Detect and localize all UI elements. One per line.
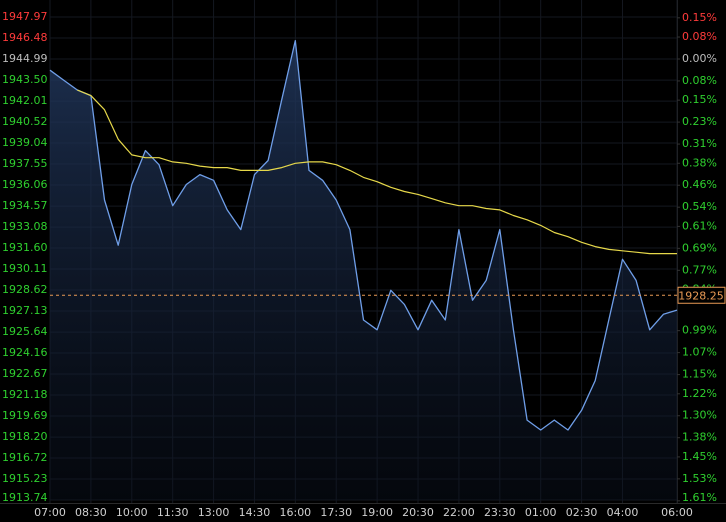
x-tick-label: 14:30 bbox=[239, 506, 271, 519]
y-tick-label: 1942.01 bbox=[2, 94, 48, 107]
y2-tick-label: 0.00% bbox=[682, 52, 717, 65]
y-tick-label: 1933.08 bbox=[2, 220, 48, 233]
y2-tick-label: 0.46% bbox=[682, 178, 717, 191]
x-tick-label: 01:00 bbox=[525, 506, 557, 519]
y-tick-label: 1913.74 bbox=[2, 491, 48, 504]
x-tick-label: 16:00 bbox=[279, 506, 311, 519]
y2-tick-label: 1.22% bbox=[682, 387, 717, 400]
x-tick-label: 19:00 bbox=[361, 506, 393, 519]
y2-tick-label: 0.15% bbox=[682, 11, 717, 24]
current-price-label: 1928.25 bbox=[678, 289, 724, 302]
y-tick-label: 1915.23 bbox=[2, 472, 48, 485]
y-tick-label: 1922.67 bbox=[2, 367, 48, 380]
y2-tick-label: 0.69% bbox=[682, 241, 717, 254]
x-tick-label: 07:00 bbox=[34, 506, 66, 519]
x-tick-label: 10:00 bbox=[116, 506, 148, 519]
current-price-box bbox=[677, 286, 726, 304]
y-tick-label: 1931.60 bbox=[2, 241, 48, 254]
y-tick-label: 1936.06 bbox=[2, 178, 48, 191]
y-tick-label: 1937.55 bbox=[2, 157, 48, 170]
y2-tick-label: 1.61% bbox=[682, 491, 717, 504]
y2-tick-label: 1.45% bbox=[682, 450, 717, 463]
y-tick-label: 1924.16 bbox=[2, 346, 48, 359]
y2-tick-label: 1.15% bbox=[682, 368, 717, 381]
y2-tick-label: 0.08% bbox=[682, 30, 717, 43]
y2-tick-label: 0.77% bbox=[682, 263, 717, 276]
y-tick-label: 1928.62 bbox=[2, 283, 48, 296]
y-tick-label: 1944.99 bbox=[2, 52, 48, 65]
x-tick-label: 11:30 bbox=[157, 506, 189, 519]
average-line bbox=[77, 89, 677, 255]
y2-tick-label: 0.15% bbox=[682, 93, 717, 106]
x-tick-label: 22:00 bbox=[443, 506, 475, 519]
y2-tick-label: 0.08% bbox=[682, 74, 717, 87]
y2-tick-label: 1.30% bbox=[682, 409, 717, 422]
y-tick-label: 1946.48 bbox=[2, 31, 48, 44]
y-tick-label: 1919.69 bbox=[2, 409, 48, 422]
y2-tick-label: 0.38% bbox=[682, 156, 717, 169]
y-tick-label: 1934.57 bbox=[2, 199, 48, 212]
y-tick-label: 1930.11 bbox=[2, 262, 48, 275]
x-tick-label: 04:00 bbox=[607, 506, 639, 519]
x-tick-label: 23:30 bbox=[484, 506, 516, 519]
y2-tick-label: 1.38% bbox=[682, 431, 717, 444]
y-tick-label: 1918.20 bbox=[2, 430, 48, 443]
x-tick-label: 08:30 bbox=[75, 506, 107, 519]
y-tick-label: 1916.72 bbox=[2, 451, 48, 464]
y-tick-label: 1947.97 bbox=[2, 10, 48, 23]
y-tick-label: 1925.64 bbox=[2, 325, 48, 338]
x-tick-label: 17:30 bbox=[320, 506, 352, 519]
x-tick-label: 13:00 bbox=[198, 506, 230, 519]
y-tick-label: 1939.04 bbox=[2, 136, 48, 149]
x-tick-label: 02:30 bbox=[566, 506, 598, 519]
x-tick-label: 06:00 bbox=[661, 506, 693, 519]
x-tick-label: 20:30 bbox=[402, 506, 434, 519]
y2-tick-label: 1.07% bbox=[682, 346, 717, 359]
y2-tick-label: 0.23% bbox=[682, 115, 717, 128]
y2-tick-label: 0.31% bbox=[682, 137, 717, 150]
y-tick-label: 1943.50 bbox=[2, 73, 48, 86]
y2-tick-label: 0.54% bbox=[682, 200, 717, 213]
y-tick-label: 1921.18 bbox=[2, 388, 48, 401]
y-tick-label: 1940.52 bbox=[2, 115, 48, 128]
price-line bbox=[49, 39, 678, 431]
y2-tick-label: 0.99% bbox=[682, 324, 717, 337]
y2-tick-label: 1.53% bbox=[682, 472, 717, 485]
price-area bbox=[50, 40, 677, 500]
y-tick-label: 1927.13 bbox=[2, 304, 48, 317]
y2-tick-label: 0.61% bbox=[682, 219, 717, 232]
